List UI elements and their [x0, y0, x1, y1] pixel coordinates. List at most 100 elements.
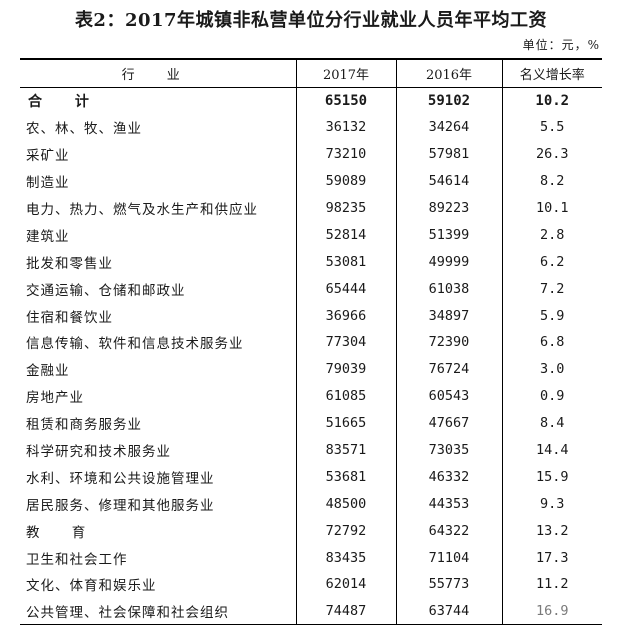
- industry-cell: 建筑业: [20, 221, 297, 249]
- industry-cell: 合 计: [20, 87, 297, 114]
- value-2017-cell: 59089: [296, 167, 397, 195]
- value-2016-cell: 63744: [396, 597, 503, 626]
- value-2017-cell: 36132: [296, 113, 397, 141]
- table-row: 交通运输、仓储和邮政业 65444 61038 7.2: [20, 275, 602, 303]
- industry-cell: 制造业: [20, 167, 297, 195]
- header-row: 行 业 2017年 2016年 名义增长率: [20, 58, 602, 88]
- industry-cell: 文化、体育和娱乐业: [20, 571, 297, 598]
- value-2016-cell: 89223: [396, 194, 503, 222]
- value-2016-cell: 51399: [396, 221, 503, 249]
- growth-cell: 8.4: [540, 415, 565, 432]
- header-industry: 行 业: [20, 58, 297, 88]
- value-2017-cell: 61085: [296, 382, 397, 410]
- header-2016: 2016年: [396, 58, 503, 88]
- growth-cell: 5.5: [540, 119, 565, 136]
- wage-table: 行 业 2017年 2016年 名义增长率 合 计 65150 59102 10.2 农…: [20, 58, 602, 626]
- value-2016-cell: 61038: [396, 275, 503, 303]
- value-2016-cell: 55773: [396, 571, 503, 598]
- industry-cell: 教 育: [20, 517, 297, 545]
- table-row: 教 育 72792 64322 13.2: [20, 517, 602, 545]
- table-row: 房地产业 61085 60543 0.9: [20, 382, 602, 410]
- table-row: 采矿业 73210 57981 26.3: [20, 140, 602, 168]
- value-2017-cell: 83571: [296, 436, 397, 464]
- growth-cell: 14.4: [535, 442, 569, 459]
- industry-cell: 批发和零售业: [20, 248, 297, 276]
- industry-cell: 公共管理、社会保障和社会组织: [20, 597, 297, 626]
- header-growth: 名义增长率: [502, 58, 602, 88]
- value-2016-cell: 54614: [396, 167, 503, 195]
- value-2017-cell: 98235: [296, 194, 397, 222]
- growth-cell: 11.2: [535, 576, 569, 593]
- table-title: 表2：2017年城镇非私营单位分行业就业人员年平均工资: [74, 10, 548, 31]
- growth-cell: 17.3: [535, 549, 569, 566]
- growth-cell: 15.9: [535, 468, 569, 485]
- industry-cell: 水利、环境和公共设施管理业: [20, 463, 297, 491]
- industry-cell: 电力、热力、燃气及水生产和供应业: [20, 194, 297, 222]
- value-2017-cell: 52814: [296, 221, 397, 249]
- table-row: 建筑业 52814 51399 2.8: [20, 221, 602, 249]
- industry-cell: 交通运输、仓储和邮政业: [20, 275, 297, 303]
- value-2016-cell: 76724: [396, 355, 503, 383]
- value-2016-cell: 60543: [396, 382, 503, 410]
- value-2016-cell: 34897: [396, 302, 503, 330]
- table-row: 金融业 79039 76724 3.0: [20, 355, 602, 383]
- industry-cell: 信息传输、软件和信息技术服务业: [20, 329, 297, 356]
- header-2017: 2017年: [296, 58, 397, 88]
- table-row: 公共管理、社会保障和社会组织 74487 63744 16.9: [20, 597, 602, 626]
- growth-cell: 2.8: [540, 226, 565, 243]
- value-2017-cell: 74487: [296, 597, 397, 626]
- table-row: 租赁和商务服务业 51665 47667 8.4: [20, 409, 602, 437]
- value-2016-cell: 64322: [396, 517, 503, 545]
- industry-cell: 科学研究和技术服务业: [20, 436, 297, 464]
- value-2017-cell: 72792: [296, 517, 397, 545]
- value-2016-cell: 34264: [396, 113, 503, 141]
- table-row: 居民服务、修理和其他服务业 48500 44353 9.3: [20, 490, 602, 518]
- value-2016-cell: 49999: [396, 248, 503, 276]
- industry-cell: 租赁和商务服务业: [20, 409, 297, 437]
- growth-cell: 10.1: [535, 200, 569, 216]
- industry-cell: 住宿和餐饮业: [20, 302, 297, 330]
- value-2016-cell: 72390: [396, 329, 503, 356]
- industry-cell: 金融业: [20, 355, 297, 383]
- value-2017-cell: 79039: [296, 355, 397, 383]
- industry-cell: 采矿业: [20, 140, 297, 168]
- growth-cell: 13.2: [535, 522, 569, 539]
- value-2017-cell: 65444: [296, 275, 397, 303]
- table-row: 农、林、牧、渔业 36132 34264 5.5: [20, 113, 602, 141]
- value-2016-cell: 57981: [396, 140, 503, 168]
- unit-note: 单位：元，%: [522, 38, 600, 52]
- industry-cell: 卫生和社会工作: [20, 544, 297, 572]
- value-2017-cell: 62014: [296, 571, 397, 598]
- value-2016-cell: 44353: [396, 490, 503, 518]
- table-row: 卫生和社会工作 83435 71104 17.3: [20, 544, 602, 572]
- value-2016-cell: 47667: [396, 409, 503, 437]
- table-row: 住宿和餐饮业 36966 34897 5.9: [20, 302, 602, 330]
- growth-cell: 26.3: [535, 146, 569, 163]
- industry-cell: 农、林、牧、渔业: [20, 113, 297, 141]
- table-row: 水利、环境和公共设施管理业 53681 46332 15.9: [20, 463, 602, 491]
- industry-cell: 房地产业: [20, 382, 297, 410]
- table-row: 科学研究和技术服务业 83571 73035 14.4: [20, 436, 602, 464]
- value-2016-cell: 46332: [396, 463, 503, 491]
- table-row: 制造业 59089 54614 8.2: [20, 167, 602, 195]
- value-2017-cell: 48500: [296, 490, 397, 518]
- table-row: 批发和零售业 53081 49999 6.2: [20, 248, 602, 276]
- value-2016-cell: 71104: [396, 544, 503, 572]
- table-row: 电力、热力、燃气及水生产和供应业 98235 89223 10.1: [20, 194, 602, 222]
- growth-cell: 5.9: [540, 307, 565, 324]
- growth-cell: 16.9: [502, 597, 602, 626]
- growth-cell: 10.2: [535, 92, 570, 109]
- growth-cell: 3.0: [540, 361, 565, 378]
- table-row: 文化、体育和娱乐业 62014 55773 11.2: [20, 571, 602, 598]
- value-2017-cell: 83435: [296, 544, 397, 572]
- growth-cell: 8.2: [540, 173, 565, 190]
- industry-cell: 居民服务、修理和其他服务业: [20, 490, 297, 518]
- total-row: 合 计 65150 59102 10.2: [20, 87, 602, 114]
- value-2017-cell: 53681: [296, 463, 397, 491]
- growth-cell: 6.2: [540, 253, 565, 270]
- value-2017-cell: 77304: [296, 329, 397, 356]
- value-2017-cell: 53081: [296, 248, 397, 276]
- value-2017-cell: 65150: [296, 87, 397, 114]
- value-2017-cell: 36966: [296, 302, 397, 330]
- value-2016-cell: 73035: [396, 436, 503, 464]
